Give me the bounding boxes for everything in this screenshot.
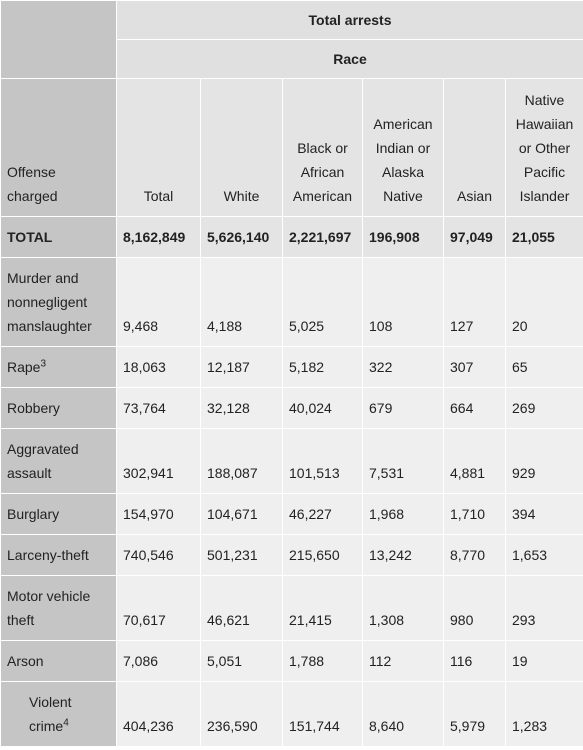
cell-asian: 116 (443, 640, 506, 682)
table-row-motor-vehicle-theft: Motor vehicle theft 70,617 46,621 21,415… (0, 575, 583, 641)
table-row-violent-crime: Violent crime4 404,236 236,590 151,744 8… (0, 681, 583, 747)
cell-white: 4,188 (200, 257, 283, 347)
cell-total: 73,764 (116, 387, 201, 429)
row-label: Arson (0, 640, 117, 682)
footnote-marker: 4 (63, 717, 69, 729)
row-label: Burglary (0, 493, 117, 535)
cell-aian: 112 (362, 640, 444, 682)
cell-nhopi: 394 (505, 493, 583, 535)
total-arrests-header: Total arrests (116, 0, 583, 40)
cell-asian: 980 (443, 575, 506, 641)
cell-total: 70,617 (116, 575, 201, 641)
table-row-rape: Rape3 18,063 12,187 5,182 322 307 65 (0, 346, 583, 388)
cell-asian: 1,710 (443, 493, 506, 535)
cell-aian: 7,531 (362, 428, 444, 494)
cell-nhopi: 269 (505, 387, 583, 429)
row-label: Aggravated assault (0, 428, 117, 494)
col-offense-charged: Offense charged (0, 78, 117, 217)
cell-asian: 307 (443, 346, 506, 388)
cell-asian: 4,881 (443, 428, 506, 494)
col-white: White (200, 78, 283, 217)
cell-white: 46,621 (200, 575, 283, 641)
table-row-robbery: Robbery 73,764 32,128 40,024 679 664 269 (0, 387, 583, 429)
cell-white: 501,231 (200, 534, 283, 576)
cell-black: 46,227 (282, 493, 363, 535)
cell-aian: 108 (362, 257, 444, 347)
cell-black: 1,788 (282, 640, 363, 682)
cell-aian: 8,640 (362, 681, 444, 747)
cell-nhopi: 65 (505, 346, 583, 388)
cell-aian: 13,242 (362, 534, 444, 576)
cell-white: 188,087 (200, 428, 283, 494)
cell-total: 740,546 (116, 534, 201, 576)
table-row-burglary: Burglary 154,970 104,671 46,227 1,968 1,… (0, 493, 583, 535)
row-label: TOTAL (0, 216, 117, 258)
cell-black: 5,182 (282, 346, 363, 388)
col-asian: Asian (443, 78, 506, 217)
footnote-marker: 3 (40, 358, 47, 370)
cell-black: 215,650 (282, 534, 363, 576)
row-label: Larceny-theft (0, 534, 117, 576)
col-total: Total (116, 78, 201, 217)
cell-total: 18,063 (116, 346, 201, 388)
cell-black: 151,744 (282, 681, 363, 747)
cell-aian: 679 (362, 387, 444, 429)
table-row-larceny-theft: Larceny-theft 740,546 501,231 215,650 13… (0, 534, 583, 576)
cell-nhopi: 1,283 (505, 681, 583, 747)
race-header: Race (116, 39, 583, 79)
cell-nhopi: 21,055 (505, 216, 583, 258)
row-label-text: Rape (7, 359, 41, 375)
cell-white: 236,590 (200, 681, 283, 747)
header-corner (0, 0, 117, 79)
cell-total: 9,468 (116, 257, 201, 347)
cell-white: 5,626,140 (200, 216, 283, 258)
table-row-arson: Arson 7,086 5,051 1,788 112 116 19 (0, 640, 583, 682)
cell-black: 21,415 (282, 575, 363, 641)
row-label: Motor vehicle theft (0, 575, 117, 641)
cell-white: 5,051 (200, 640, 283, 682)
table-row-total: TOTAL 8,162,849 5,626,140 2,221,697 196,… (0, 216, 583, 258)
row-label: Rape3 (0, 346, 117, 388)
cell-asian: 8,770 (443, 534, 506, 576)
row-label: Robbery (0, 387, 117, 429)
table-row-murder: Murder and nonnegligent manslaughter 9,4… (0, 257, 583, 347)
row-label-text: Violent crime (29, 694, 72, 734)
cell-white: 32,128 (200, 387, 283, 429)
cell-aian: 322 (362, 346, 444, 388)
cell-asian: 127 (443, 257, 506, 347)
cell-black: 101,513 (282, 428, 363, 494)
col-american-indian-or-alaska-native: American Indian or Alaska Native (362, 78, 444, 217)
cell-black: 5,025 (282, 257, 363, 347)
cell-white: 104,671 (200, 493, 283, 535)
cell-asian: 664 (443, 387, 506, 429)
col-native-hawaiian-or-pacific-islander: Native Hawaiian or Other Pacific Islande… (505, 78, 583, 217)
cell-asian: 5,979 (443, 681, 506, 747)
row-label: Violent crime4 (0, 681, 117, 747)
cell-black: 40,024 (282, 387, 363, 429)
cell-aian: 196,908 (362, 216, 444, 258)
cell-total: 154,970 (116, 493, 201, 535)
cell-nhopi: 20 (505, 257, 583, 347)
cell-asian: 97,049 (443, 216, 506, 258)
cell-nhopi: 929 (505, 428, 583, 494)
cell-total: 302,941 (116, 428, 201, 494)
table-row-aggravated-assault: Aggravated assault 302,941 188,087 101,5… (0, 428, 583, 494)
cell-nhopi: 1,653 (505, 534, 583, 576)
cell-nhopi: 293 (505, 575, 583, 641)
cell-total: 7,086 (116, 640, 201, 682)
cell-total: 8,162,849 (116, 216, 201, 258)
cell-nhopi: 19 (505, 640, 583, 682)
col-black-or-african-american: Black or African American (282, 78, 363, 217)
row-label: Murder and nonnegligent manslaughter (0, 257, 117, 347)
cell-aian: 1,308 (362, 575, 444, 641)
cell-white: 12,187 (200, 346, 283, 388)
cell-aian: 1,968 (362, 493, 444, 535)
cell-total: 404,236 (116, 681, 201, 747)
cell-black: 2,221,697 (282, 216, 363, 258)
